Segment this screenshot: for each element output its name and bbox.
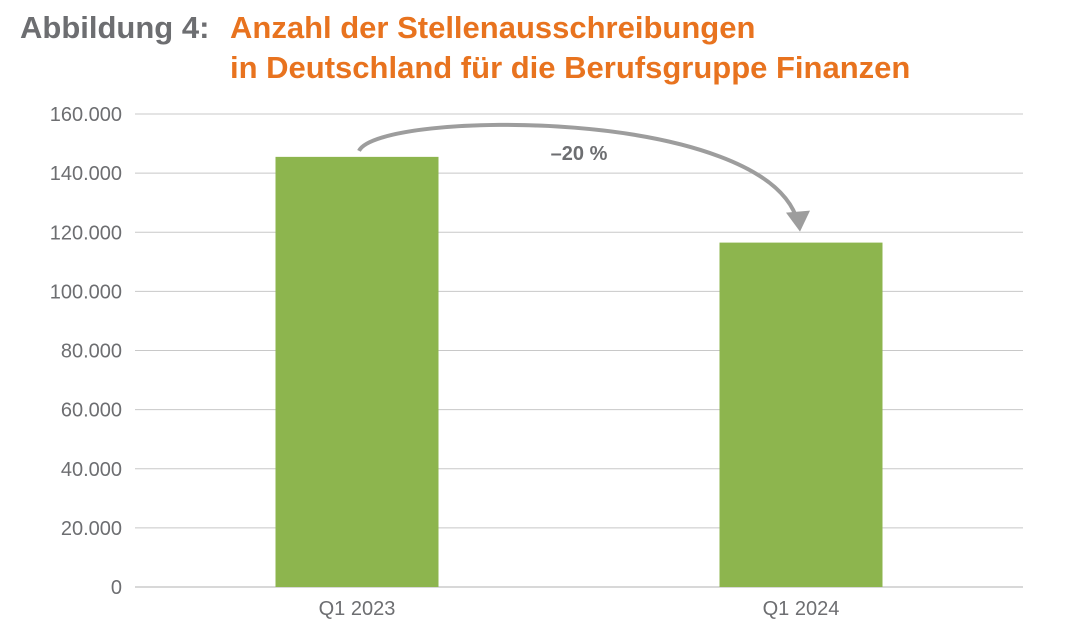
axis-labels: 0 20.000 40.000 60.000 80.000 100.000 120.000 1… [50,104,840,620]
chart-title: Abbildung 4: Anzahl der Stellenausschrei… [20,8,910,88]
y-tick-label: 80.000 [61,341,122,363]
title-line-2: in Deutschland für die Berufsgruppe Fina… [230,50,911,85]
y-tick-label: 100.000 [50,281,122,303]
gridlines [135,113,1023,588]
y-tick-label: 120.000 [50,222,122,244]
change-arrow [357,122,800,224]
x-tick-label: Q1 2023 [319,598,396,620]
y-tick-label: 60.000 [61,400,122,422]
change-arrowhead [786,210,810,232]
y-tick-label: 40.000 [61,459,122,481]
bar [719,242,883,588]
bars [275,156,883,588]
x-tick-label: Q1 2024 [763,598,840,620]
bar [275,156,439,587]
change-label: –20 % [551,143,608,165]
figure-number: Abbildung 4: [20,10,210,45]
y-tick-label: 0 [111,577,122,599]
change-annotation: –20 % [357,122,810,232]
y-tick-label: 160.000 [50,104,122,126]
y-tick-label: 140.000 [50,163,122,185]
y-tick-label: 20.000 [61,518,122,540]
title-line-1: Anzahl der Stellenausschreibungen [230,10,756,45]
